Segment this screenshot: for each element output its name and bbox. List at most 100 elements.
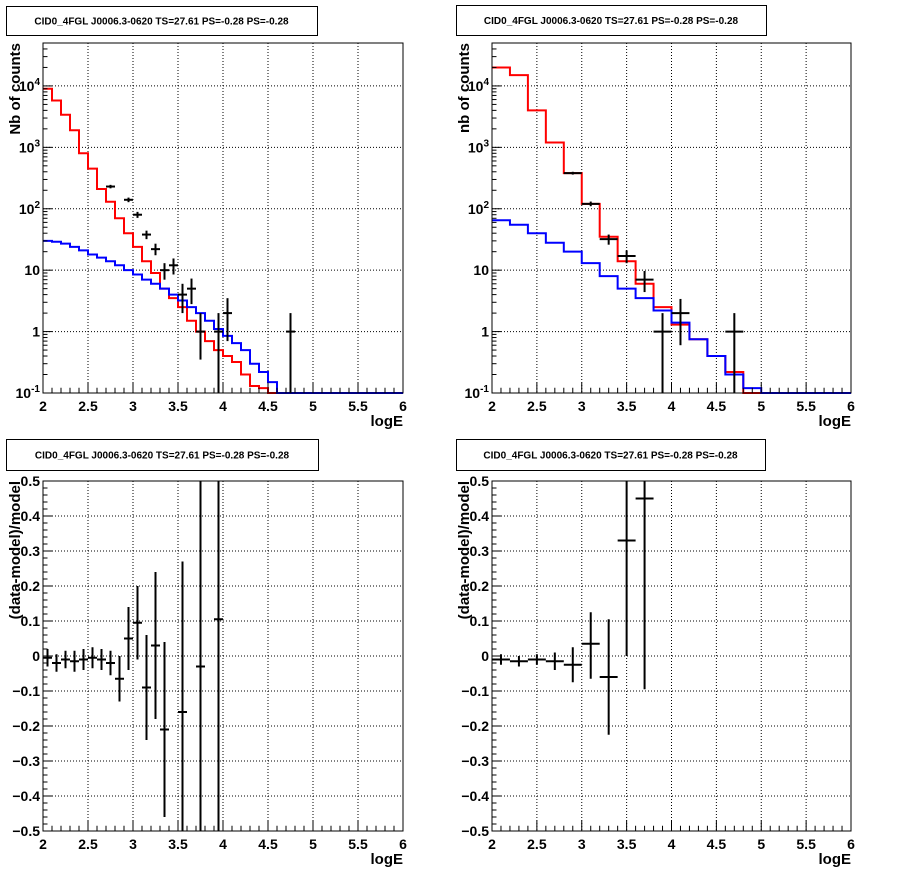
y-tick-label: −0.3 [12, 753, 40, 769]
y-tick-label: 10-1 [16, 384, 41, 401]
x-axis [42, 382, 404, 393]
chart-title: CID0_4FGL J0006.3-0620 TS=27.61 PS=-0.28… [483, 451, 738, 462]
x-tick-label: 2 [488, 398, 496, 414]
y-tick-label: 10 [24, 262, 40, 278]
y-tick-label: 0.2 [21, 578, 41, 594]
x-tick-label: 2 [39, 836, 47, 852]
y-tick-label: 102 [468, 200, 490, 217]
chart-title: CID0_4FGL J0006.3-0620 TS=27.61 PS=-0.28… [34, 17, 289, 28]
grid [492, 481, 851, 831]
x-tick-label: 2.5 [78, 836, 98, 852]
y-axis-label: (data-model)/model [7, 481, 24, 619]
y-tick-label: 103 [468, 138, 490, 155]
y-tick-label: 0.5 [470, 473, 490, 489]
y-axis [43, 42, 52, 394]
y-tick-label: −0.1 [461, 683, 489, 699]
data-point [88, 647, 97, 669]
data-point [286, 313, 295, 393]
x-tick-label: 2.5 [527, 836, 547, 852]
chart-panel-1: CID0_4FGL J0006.3-0620 TS=27.61 PS=-0.28… [6, 6, 407, 430]
data-point [52, 654, 61, 672]
y-axis-label: (data-model)/model [456, 481, 473, 619]
title-box [6, 439, 319, 471]
data-point [142, 230, 151, 240]
data-point [151, 572, 160, 719]
data-point [178, 283, 187, 314]
y-tick-label: 0.1 [470, 613, 490, 629]
data-point [160, 263, 169, 280]
data-point [196, 313, 205, 360]
y-tick-label: −0.2 [461, 718, 489, 734]
data-point [133, 586, 142, 660]
y-tick-label: 0.1 [21, 613, 41, 629]
title-box [456, 439, 766, 471]
x-tick-label: 3 [129, 398, 137, 414]
y-tick-label: 0.4 [470, 508, 490, 524]
title-box [6, 6, 318, 36]
y-tick-label: −0.5 [461, 823, 489, 839]
x-tick-label: 5 [309, 836, 317, 852]
x-tick-label: 5.5 [348, 398, 368, 414]
y-tick-label: 10-1 [465, 384, 490, 401]
x-tick-label: 4 [668, 836, 676, 852]
chart-panel-3: CID0_4FGL J0006.3-0620 TS=27.61 PS=-0.28… [6, 439, 407, 868]
grid [43, 481, 403, 831]
y-tick-label: 0 [32, 648, 40, 664]
data-point [545, 652, 564, 670]
x-tick-label: 3 [129, 836, 137, 852]
y-tick-label: 0 [481, 648, 489, 664]
x-tick-label: 4.5 [258, 398, 278, 414]
x-tick-label: 3.5 [617, 836, 637, 852]
y-axis [43, 480, 52, 832]
y-axis-label: Nb of counts [7, 43, 24, 135]
x-axis-label: logE [819, 413, 852, 430]
data-point [214, 481, 223, 831]
x-tick-label: 4.5 [258, 836, 278, 852]
y-tick-label: 1 [32, 324, 40, 340]
y-tick-label: −0.4 [12, 788, 40, 804]
y-tick-label: 0.4 [21, 508, 41, 524]
x-tick-label: 4.5 [707, 398, 727, 414]
chart-title: CID0_4FGL J0006.3-0620 TS=27.61 PS=-0.28… [35, 451, 290, 462]
y-tick-label: 103 [19, 138, 41, 155]
x-tick-label: 4 [219, 398, 227, 414]
x-tick-label: 2 [488, 836, 496, 852]
data-point [169, 258, 178, 275]
title-box [456, 5, 767, 36]
model-series-red [492, 66, 851, 394]
data-point [160, 642, 169, 817]
y-tick-label: 0.3 [470, 543, 490, 559]
model-series-red [43, 87, 403, 394]
x-tick-label: 3 [578, 836, 586, 852]
chart-panel-4: CID0_4FGL J0006.3-0620 TS=27.61 PS=-0.28… [456, 439, 855, 868]
y-axis [492, 42, 501, 394]
y-tick-label: 10 [473, 262, 489, 278]
y-tick-label: −0.2 [12, 718, 40, 734]
x-tick-label: 5.5 [796, 836, 816, 852]
x-tick-label: 3 [578, 398, 586, 414]
x-tick-label: 4 [219, 836, 227, 852]
y-tick-label: 104 [19, 77, 41, 94]
data-point [79, 649, 88, 670]
x-tick-label: 6 [399, 836, 407, 852]
chart-panel-2: CID0_4FGL J0006.3-0620 TS=27.61 PS=-0.28… [456, 5, 855, 430]
x-axis [42, 820, 404, 831]
x-tick-label: 3.5 [168, 398, 188, 414]
x-tick-label: 5 [757, 836, 765, 852]
y-tick-label: 104 [468, 77, 490, 94]
x-tick-label: 4.5 [707, 836, 727, 852]
data-point [214, 313, 223, 393]
x-axis [491, 820, 852, 831]
x-axis-label: logE [371, 851, 404, 868]
x-tick-label: 6 [847, 398, 855, 414]
y-tick-label: 102 [19, 200, 41, 217]
x-tick-label: 2.5 [527, 398, 547, 414]
data-point [509, 656, 528, 667]
data-point [106, 650, 115, 676]
y-axis [492, 480, 501, 832]
data-point [43, 649, 52, 667]
x-tick-label: 3.5 [617, 398, 637, 414]
x-tick-label: 5 [757, 398, 765, 414]
x-tick-label: 2 [39, 398, 47, 414]
